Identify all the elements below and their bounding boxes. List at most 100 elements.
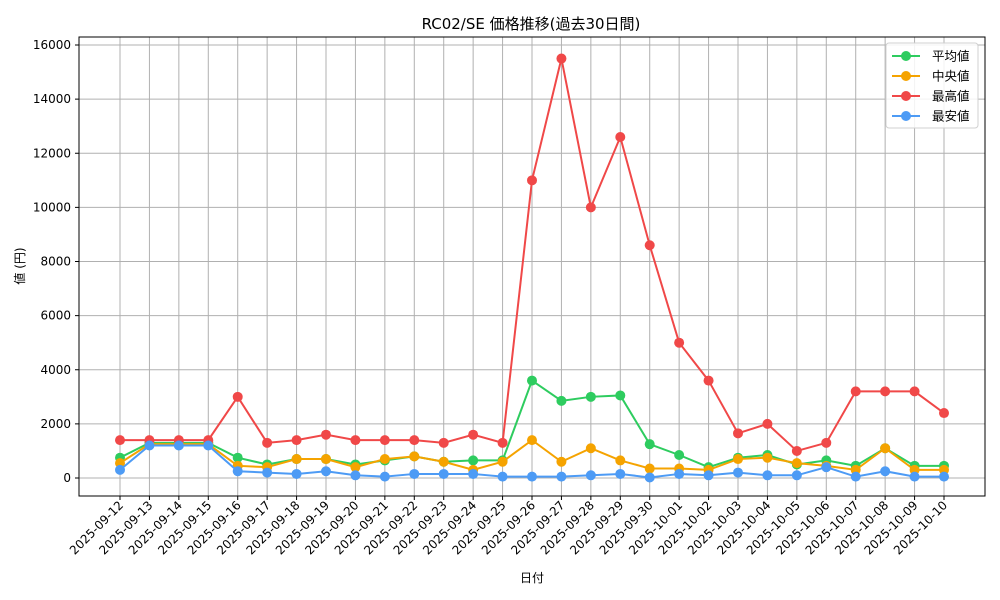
data-point	[762, 470, 773, 481]
y-tick-label: 0	[63, 471, 71, 485]
data-point	[497, 456, 508, 467]
data-point	[291, 454, 302, 465]
y-tick-label: 16000	[33, 38, 71, 52]
data-point	[585, 470, 596, 481]
x-axis-label: 日付	[520, 571, 544, 585]
data-point	[850, 471, 861, 482]
data-point	[115, 435, 125, 446]
data-point	[615, 455, 626, 466]
data-point	[232, 391, 243, 402]
y-tick-label: 10000	[33, 200, 71, 214]
data-point	[615, 468, 626, 479]
data-point	[615, 132, 626, 143]
data-point	[880, 386, 891, 397]
data-point	[880, 443, 891, 454]
data-point	[173, 440, 184, 451]
series-line	[115, 53, 949, 456]
legend-label: 中央値	[932, 69, 970, 84]
x-axis-ticks: 2025-09-122025-09-132025-09-142025-09-15…	[67, 496, 950, 557]
y-tick-label: 8000	[40, 255, 71, 269]
data-point	[674, 468, 685, 479]
legend-item: 平均値	[892, 49, 970, 64]
data-point	[203, 440, 214, 451]
data-point	[262, 467, 273, 478]
series-line	[115, 440, 949, 483]
data-point	[497, 471, 508, 482]
data-point	[438, 437, 449, 448]
chart-title: RC02/SE 価格推移(過去30日間)	[422, 15, 641, 33]
legend-item: 最高値	[892, 89, 970, 104]
legend-label: 最安値	[932, 109, 970, 124]
data-point	[615, 390, 626, 401]
legend-marker-icon	[901, 51, 911, 61]
data-point	[762, 418, 773, 429]
data-point	[468, 455, 479, 466]
data-point	[733, 454, 743, 465]
data-point	[527, 471, 537, 482]
legend-marker-icon	[901, 71, 911, 81]
legend-marker-icon	[901, 111, 911, 121]
y-tick-label: 4000	[40, 363, 71, 377]
legend-label: 最高値	[932, 89, 970, 104]
data-point	[556, 395, 567, 406]
data-point	[585, 391, 596, 402]
data-point	[350, 470, 361, 481]
data-point	[291, 435, 302, 446]
data-point	[733, 428, 743, 439]
data-point	[291, 468, 302, 479]
data-point	[409, 468, 420, 479]
data-point	[880, 466, 891, 477]
data-point	[556, 471, 567, 482]
data-point	[468, 468, 479, 479]
data-point	[379, 454, 390, 465]
data-point	[850, 386, 861, 397]
data-point	[321, 429, 331, 440]
data-point	[644, 240, 655, 251]
y-axis-label: 値 (円)	[12, 247, 27, 284]
data-point	[468, 429, 479, 440]
data-point	[644, 472, 655, 483]
data-point	[909, 471, 920, 482]
data-point	[527, 435, 537, 446]
data-point	[791, 445, 802, 456]
data-point	[379, 435, 390, 446]
grid-lines	[79, 37, 985, 496]
y-tick-label: 14000	[33, 92, 71, 106]
y-axis-ticks: 0 2000 4000 6000 8000 10000 12000 14000 16000	[33, 38, 79, 485]
data-point	[791, 470, 802, 481]
y-tick-label: 12000	[33, 146, 71, 160]
data-point	[762, 452, 773, 463]
y-tick-label: 6000	[40, 309, 71, 323]
data-point	[262, 437, 273, 448]
data-point	[556, 53, 567, 64]
data-point	[703, 375, 714, 386]
data-point	[409, 451, 420, 462]
data-point	[733, 467, 743, 478]
data-point	[497, 437, 508, 448]
data-point	[674, 449, 685, 460]
data-point	[350, 462, 361, 473]
legend-item: 最安値	[892, 109, 970, 124]
y-tick-label: 2000	[40, 417, 71, 431]
data-point	[585, 202, 596, 213]
data-point	[379, 471, 390, 482]
data-point	[939, 471, 949, 482]
data-point	[821, 462, 832, 473]
data-point	[585, 443, 596, 454]
data-point	[556, 456, 567, 467]
data-point	[821, 437, 832, 448]
data-point	[144, 440, 155, 451]
data-series	[115, 53, 949, 483]
data-point	[674, 337, 685, 348]
data-point	[409, 435, 420, 446]
data-point	[527, 375, 537, 386]
data-point	[438, 468, 449, 479]
data-point	[321, 466, 331, 477]
data-point	[115, 464, 125, 475]
data-point	[791, 458, 802, 469]
legend-marker-icon	[901, 91, 911, 101]
data-point	[232, 452, 243, 463]
data-point	[438, 456, 449, 467]
